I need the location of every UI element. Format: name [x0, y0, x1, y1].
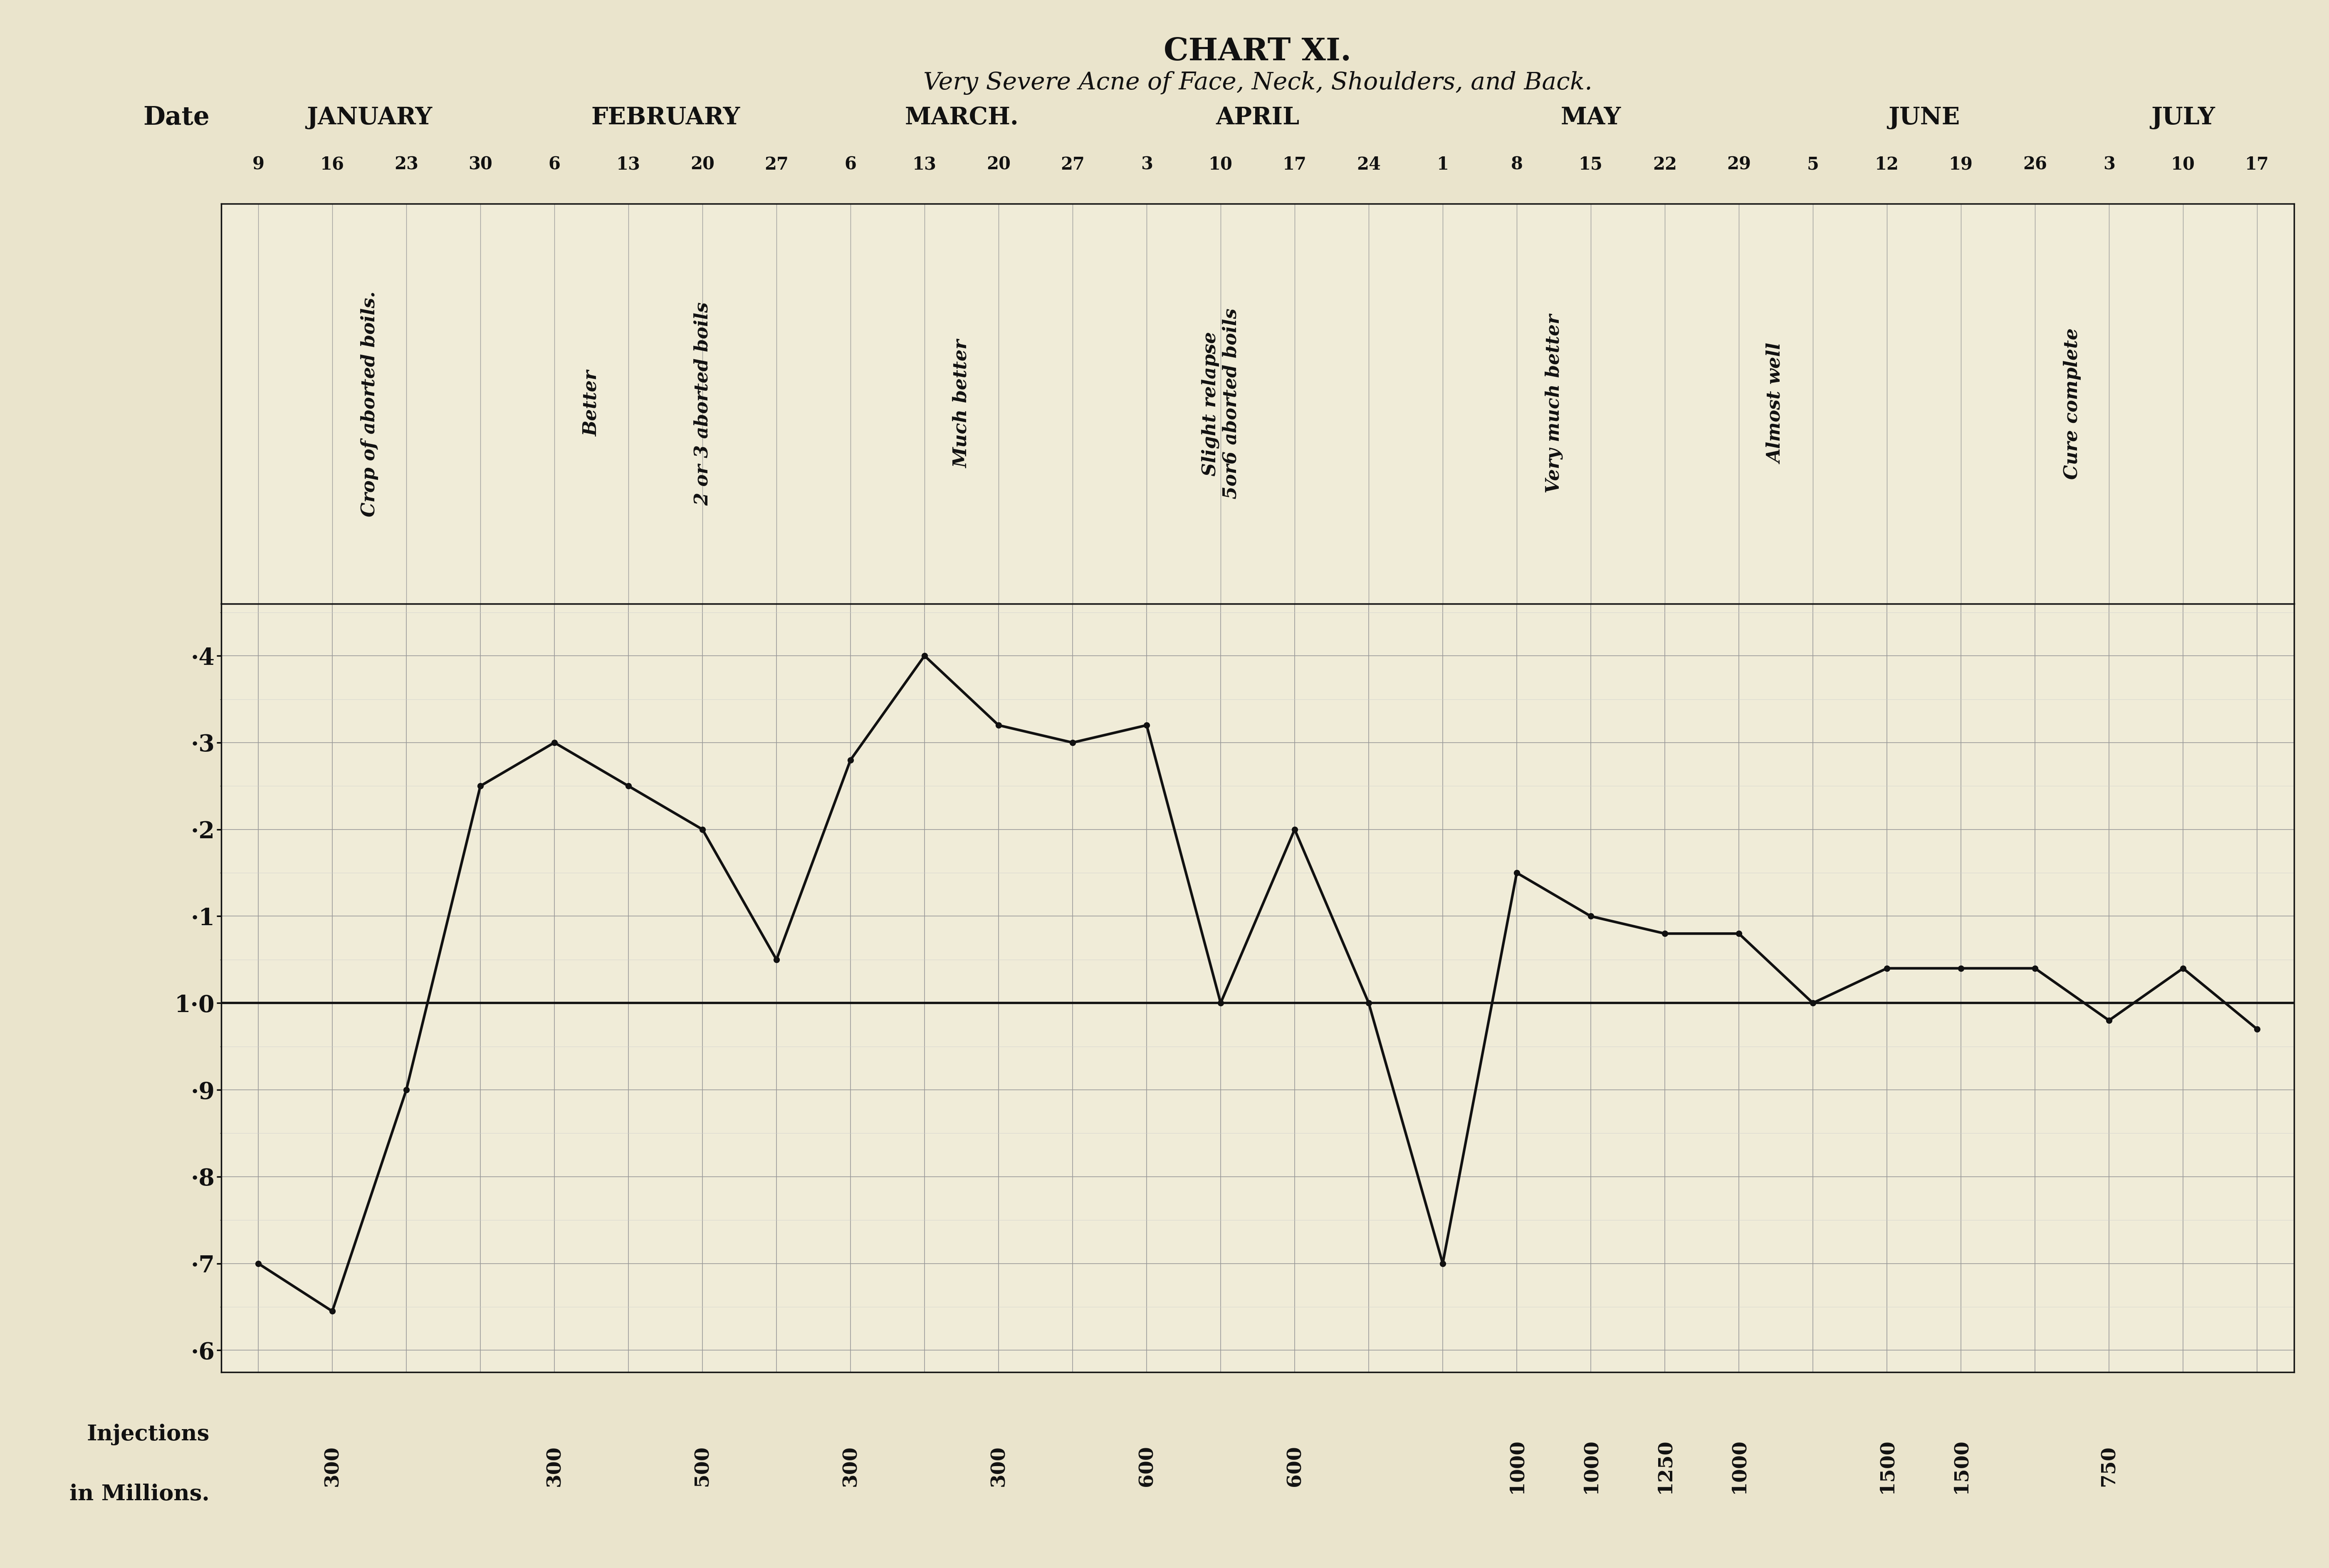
Text: 300: 300	[324, 1446, 342, 1486]
Text: Crop of aborted boils.: Crop of aborted boils.	[361, 292, 377, 516]
Text: 16: 16	[321, 155, 345, 174]
Text: 2 or 3 aborted boils: 2 or 3 aborted boils	[694, 303, 710, 505]
Text: JUNE: JUNE	[1889, 107, 1959, 129]
Text: 1000: 1000	[1728, 1438, 1749, 1494]
Text: 3: 3	[2103, 155, 2115, 174]
Text: 10: 10	[1209, 155, 1232, 174]
Text: JULY: JULY	[2152, 107, 2215, 129]
Text: 19: 19	[1949, 155, 1973, 174]
Text: 1: 1	[1437, 155, 1449, 174]
Text: Injections: Injections	[86, 1424, 210, 1446]
Text: 300: 300	[841, 1446, 859, 1486]
Text: 17: 17	[1283, 155, 1307, 174]
Text: Almost well: Almost well	[1768, 343, 1784, 464]
Text: 27: 27	[764, 155, 790, 174]
Text: 26: 26	[2024, 155, 2047, 174]
Text: 500: 500	[694, 1446, 713, 1486]
Text: 1000: 1000	[1507, 1438, 1525, 1494]
Text: 17: 17	[2245, 155, 2268, 174]
Text: 24: 24	[1358, 155, 1381, 174]
Text: Date: Date	[142, 105, 210, 130]
Text: MAY: MAY	[1560, 107, 1621, 129]
Text: 27: 27	[1060, 155, 1085, 174]
Text: 3: 3	[1141, 155, 1153, 174]
Text: 6: 6	[845, 155, 857, 174]
Text: Much better: Much better	[953, 340, 971, 467]
Text: 9: 9	[252, 155, 263, 174]
Text: MARCH.: MARCH.	[904, 107, 1018, 129]
Text: 15: 15	[1579, 155, 1602, 174]
Text: 12: 12	[1875, 155, 1898, 174]
Text: 5: 5	[1807, 155, 1819, 174]
Text: in Millions.: in Millions.	[70, 1483, 210, 1505]
Text: 30: 30	[468, 155, 491, 174]
Text: 300: 300	[990, 1446, 1008, 1486]
Text: 600: 600	[1286, 1446, 1304, 1486]
Text: 13: 13	[913, 155, 936, 174]
Text: Cure complete: Cure complete	[2063, 328, 2080, 480]
Text: 22: 22	[1654, 155, 1677, 174]
Text: 1250: 1250	[1656, 1439, 1675, 1493]
Text: 23: 23	[394, 155, 419, 174]
Text: FEBRUARY: FEBRUARY	[592, 107, 741, 129]
Text: JANUARY: JANUARY	[307, 107, 433, 129]
Text: Very Severe Acne of Face, Neck, Shoulders, and Back.: Very Severe Acne of Face, Neck, Shoulder…	[922, 71, 1593, 96]
Text: 10: 10	[2171, 155, 2194, 174]
Text: Very much better: Very much better	[1544, 314, 1563, 494]
Text: 750: 750	[2098, 1446, 2119, 1486]
Text: 1000: 1000	[1581, 1438, 1600, 1494]
Text: 29: 29	[1726, 155, 1751, 174]
Text: Better: Better	[582, 370, 601, 437]
Text: 20: 20	[987, 155, 1011, 174]
Text: 300: 300	[545, 1446, 564, 1486]
Text: 1500: 1500	[1877, 1439, 1896, 1493]
Text: 13: 13	[617, 155, 640, 174]
Text: APRIL: APRIL	[1216, 107, 1300, 129]
Text: Slight relapse
5or6 aborted boils: Slight relapse 5or6 aborted boils	[1202, 309, 1239, 499]
Text: 6: 6	[547, 155, 561, 174]
Text: CHART XI.: CHART XI.	[1164, 36, 1351, 67]
Text: 20: 20	[689, 155, 715, 174]
Text: 1500: 1500	[1952, 1439, 1970, 1493]
Text: 600: 600	[1137, 1446, 1155, 1486]
Text: 8: 8	[1512, 155, 1523, 174]
